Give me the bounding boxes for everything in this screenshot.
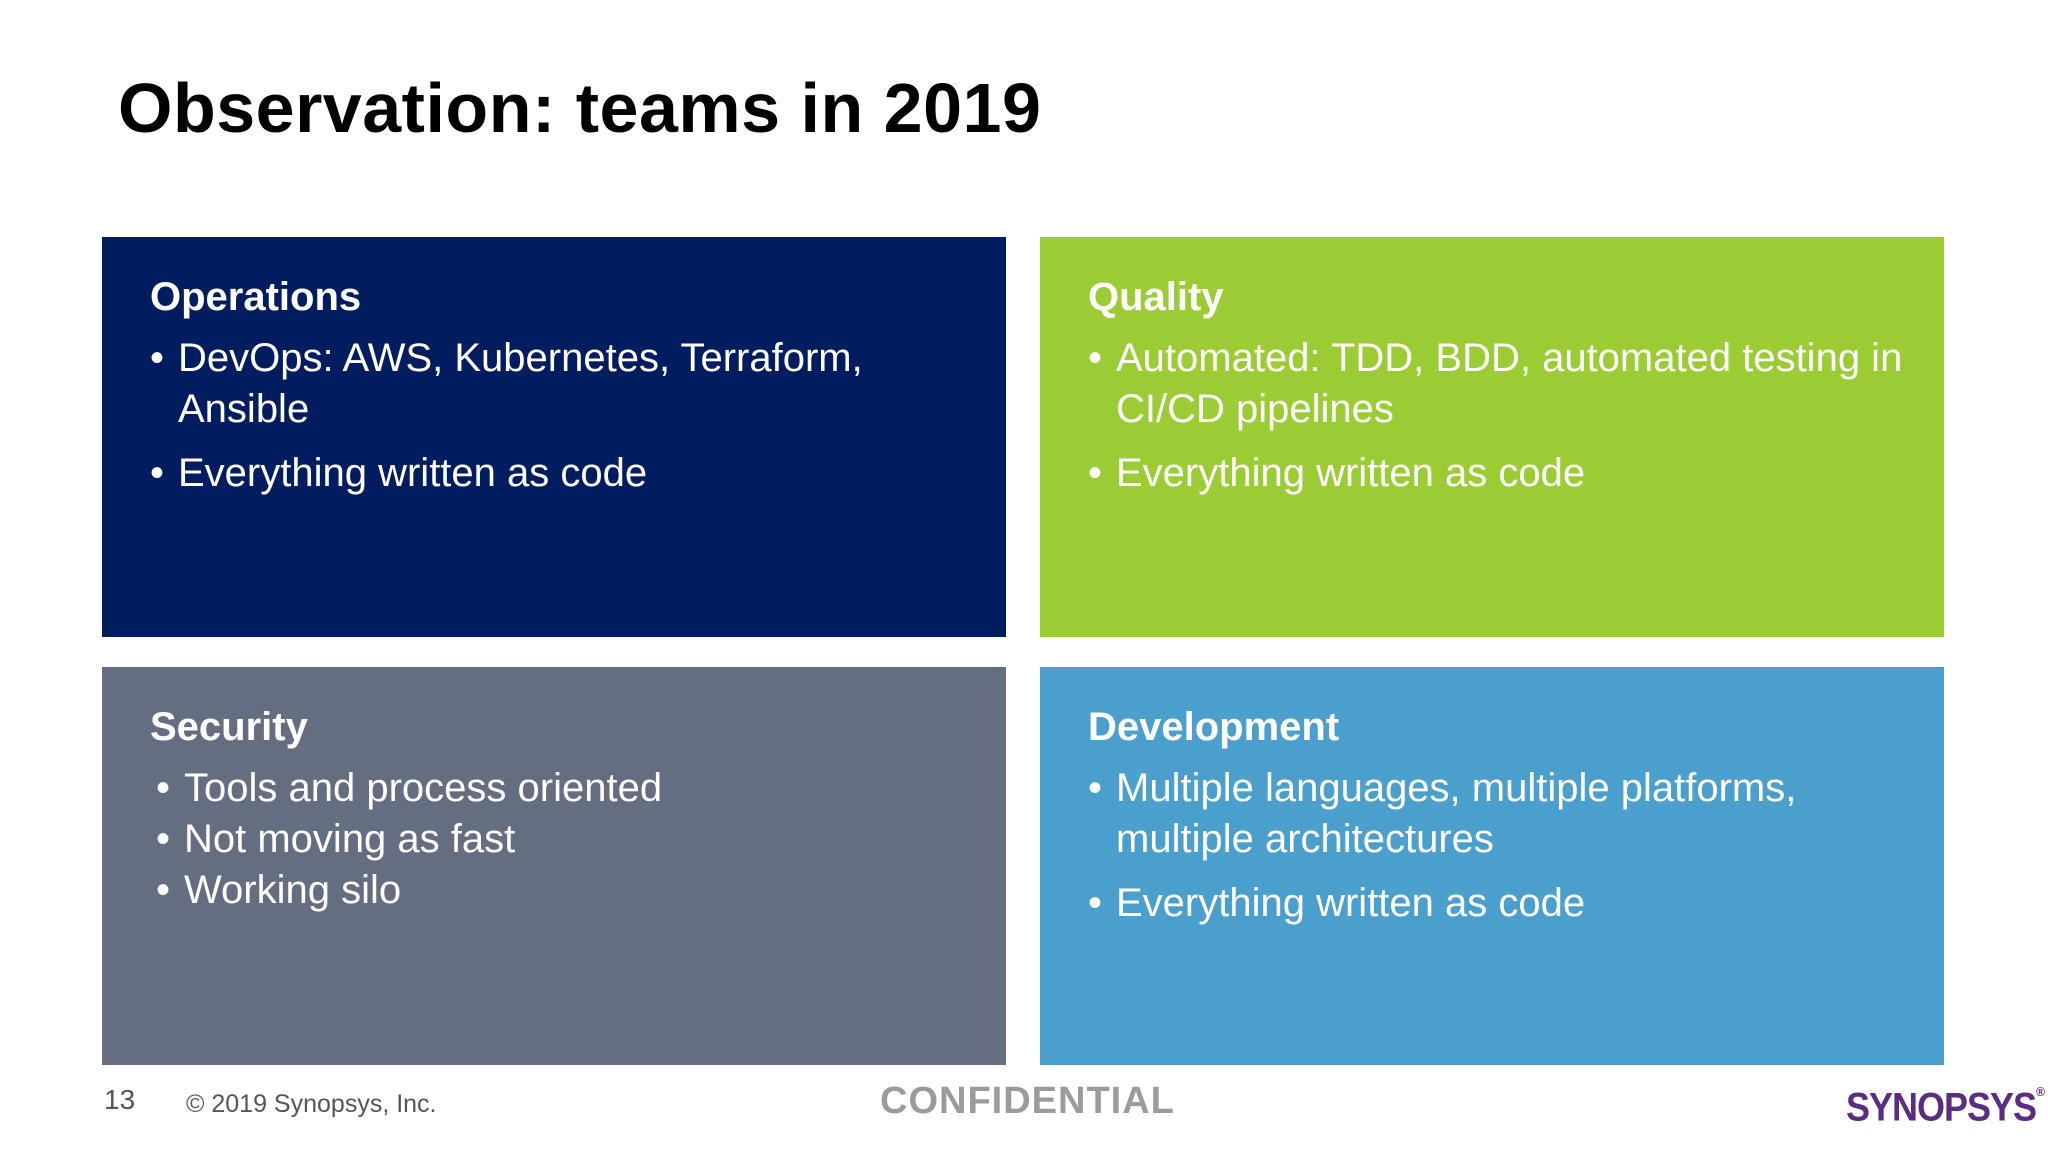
quality-bullet: Automated: TDD, BDD, automated testing i…: [1088, 333, 1904, 435]
security-heading: Security: [150, 705, 308, 749]
operations-bullet: DevOps: AWS, Kubernetes, Terraform, Ansi…: [150, 333, 966, 435]
page-number: 13: [104, 1084, 136, 1115]
development-panel: Development Multiple languages, multiple…: [1040, 667, 1944, 1065]
development-bullet: Everything written as code: [1088, 878, 1904, 929]
security-bullet: Working silo: [150, 865, 966, 916]
operations-bullet: Everything written as code: [150, 448, 966, 499]
logo-wordmark: SYNOPSYS: [1846, 1084, 2037, 1130]
security-bullet: Not moving as fast: [150, 814, 966, 865]
development-bullet: Multiple languages, multiple platforms, …: [1088, 763, 1904, 865]
quality-panel: Quality Automated: TDD, BDD, automated t…: [1040, 237, 1944, 637]
development-bullet-list: Multiple languages, multiple platforms, …: [1088, 763, 1904, 929]
development-heading: Development: [1088, 705, 1340, 749]
slide-title: Observation: teams in 2019: [118, 69, 1042, 147]
security-panel: Security Tools and process oriented Not …: [102, 667, 1006, 1065]
registered-mark: ®: [2036, 1084, 2045, 1100]
confidential-label: CONFIDENTIAL: [880, 1080, 1175, 1122]
synopsys-logo: SYNOPSYS®: [1846, 1084, 2045, 1130]
security-bullet: Tools and process oriented: [150, 763, 966, 814]
operations-panel: Operations DevOps: AWS, Kubernetes, Terr…: [102, 237, 1006, 637]
operations-heading: Operations: [150, 275, 362, 319]
quality-heading: Quality: [1088, 275, 1224, 319]
quality-bullet: Everything written as code: [1088, 448, 1904, 499]
operations-bullet-list: DevOps: AWS, Kubernetes, Terraform, Ansi…: [150, 333, 966, 499]
security-bullet-list: Tools and process oriented Not moving as…: [150, 763, 966, 916]
quality-bullet-list: Automated: TDD, BDD, automated testing i…: [1088, 333, 1904, 499]
copyright-notice: © 2019 Synopsys, Inc.: [186, 1090, 437, 1118]
